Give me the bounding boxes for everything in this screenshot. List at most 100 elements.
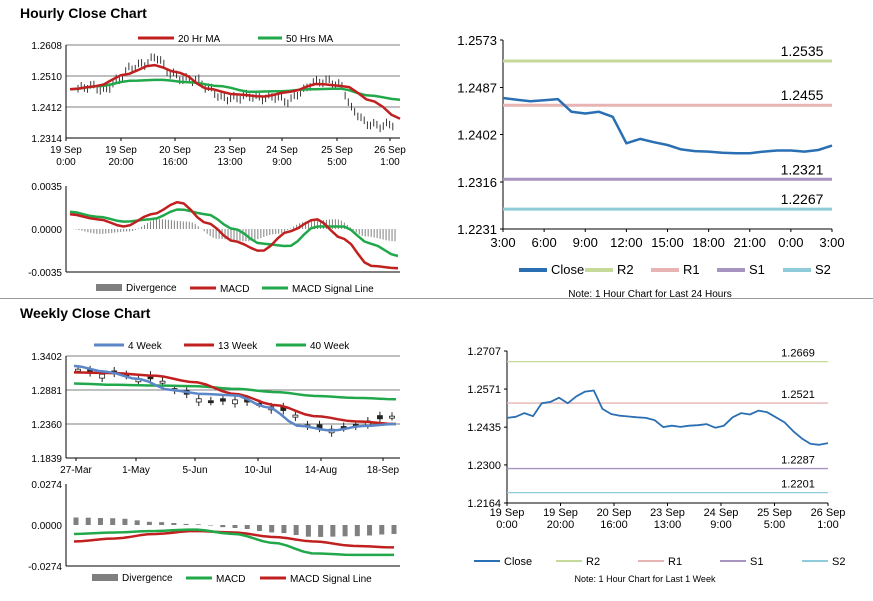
hourly-1w-xtick: 23 Sep 13:00 xyxy=(650,507,685,531)
weekly-divergence-bar xyxy=(305,525,311,537)
weekly-legend-divergence-swatch xyxy=(92,574,118,581)
weekly-divergence-bar xyxy=(354,525,360,537)
hourly-1w-ytick: 1.2571 xyxy=(467,384,501,396)
hourly-1w-level-label-s2: 1.2201 xyxy=(781,479,815,491)
weekly-divergence-bar xyxy=(122,518,128,525)
hourly-price-ytick: 1.2412 xyxy=(31,103,62,114)
weekly-candle xyxy=(292,414,299,418)
hourly-1w-level-label-r2: 1.2669 xyxy=(781,348,815,360)
weekly-divergence-bar xyxy=(256,525,262,532)
legend-macd-label: MACD xyxy=(220,284,249,295)
weekly-divergence-bar xyxy=(281,525,287,534)
hourly-24h-close-line xyxy=(502,96,833,155)
weekly-candle xyxy=(220,398,226,402)
hourly-macd-signal-line xyxy=(69,208,399,258)
hourly-macd-ytick: 0.0000 xyxy=(31,225,62,236)
weekly-divergence-bar xyxy=(171,523,177,525)
weekly-candle xyxy=(99,373,106,379)
weekly-divergence-bar xyxy=(146,521,152,525)
hourly-24h-ytick: 1.2487 xyxy=(457,81,497,96)
weekly-legend-macd-label: MACD xyxy=(216,574,245,585)
hourly-24h-legend-s2-label: S2 xyxy=(815,262,831,277)
weekly-divergence-bar xyxy=(379,525,385,535)
weekly-candle xyxy=(232,399,238,405)
weekly-13-week-line xyxy=(73,371,397,426)
hourly-24h-xtick: 3:00 xyxy=(490,235,515,250)
weekly-price-ytick: 1.1839 xyxy=(31,454,62,465)
weekly-macd-ytick: -0.0274 xyxy=(28,562,62,573)
weekly-macd-ytick: 0.0274 xyxy=(31,480,62,491)
hourly-1w-xtick: 19 Sep 0:00 xyxy=(490,507,525,531)
weekly-candle xyxy=(75,368,81,372)
legend-20hr-ma-label: 20 Hr MA xyxy=(178,34,221,45)
hourly-24h-level-label-s2: 1.2267 xyxy=(781,191,824,207)
hourly-24h-xtick: 9:00 xyxy=(573,235,598,250)
hourly-24h-note: Note: 1 Hour Chart for Last 24 Hours xyxy=(568,289,731,300)
weekly-divergence-bar xyxy=(183,523,189,525)
hourly-price-ytick: 1.2510 xyxy=(31,72,62,83)
legend-divergence-label: Divergence xyxy=(126,283,177,294)
hourly-price-ytick: 1.2314 xyxy=(31,134,62,145)
weekly-candle xyxy=(377,415,383,420)
hourly-macd-line xyxy=(69,200,399,270)
legend-50hrs-ma-label: 50 Hrs MA xyxy=(286,34,334,45)
hourly-section-title: Hourly Close Chart xyxy=(20,5,147,21)
hourly-24h-legend-close-label: Close xyxy=(551,262,584,277)
weekly-divergence-bar xyxy=(367,525,373,536)
hourly-24h-xtick: 18:00 xyxy=(692,235,725,250)
weekly-divergence-bar xyxy=(73,517,79,525)
hourly-macd-ytick: -0.0035 xyxy=(28,268,62,279)
weekly-divergence-bar xyxy=(269,525,275,533)
hourly-24h-level-label-s1: 1.2321 xyxy=(781,161,824,177)
hourly-24h-xtick: 15:00 xyxy=(651,235,684,250)
hourly-24h-ytick: 1.2573 xyxy=(457,33,497,48)
weekly-divergence-bar xyxy=(318,525,324,537)
hourly-24h-ytick: 1.2402 xyxy=(457,128,497,143)
hourly-24h-level-label-r2: 1.2535 xyxy=(781,43,824,59)
hourly-price-xtick: 26 Sep 1:00 xyxy=(374,145,406,168)
weekly-4-week-line xyxy=(73,364,397,432)
hourly-1w-level-label-s1: 1.2287 xyxy=(781,455,815,467)
weekly-price-ytick: 1.2360 xyxy=(31,420,62,431)
weekly-40-week-line xyxy=(73,382,397,401)
hourly-1w-xtick: 25 Sep 5:00 xyxy=(757,507,792,531)
weekly-section-title: Weekly Close Chart xyxy=(20,305,151,321)
weekly-divergence-bar xyxy=(342,525,348,537)
weekly-candle xyxy=(207,400,214,404)
legend-13-week-label: 13 Week xyxy=(218,341,258,352)
weekly-legend-macd-signal-label: MACD Signal Line xyxy=(290,574,372,585)
hourly-24h-legend-r2-label: R2 xyxy=(617,262,634,277)
hourly-1w-xtick: 24 Sep 9:00 xyxy=(704,507,739,531)
hourly-24h-xtick: 21:00 xyxy=(733,235,766,250)
hourly-24h-xtick: 12:00 xyxy=(610,235,643,250)
weekly-divergence-bar xyxy=(134,520,140,525)
hourly-50hr-ma-line xyxy=(69,78,401,101)
weekly-divergence-bar xyxy=(330,525,336,537)
weekly-divergence-bar xyxy=(244,525,250,530)
hourly-24h-xtick: 0:00 xyxy=(778,235,803,250)
weekly-price-xtick: 10-Jul xyxy=(244,465,271,476)
hourly-24h-ytick: 1.2316 xyxy=(457,175,497,190)
weekly-macd-signal-line xyxy=(73,529,395,549)
weekly-divergence-bar xyxy=(195,524,201,525)
hourly-24h-level-label-r1: 1.2455 xyxy=(781,87,824,103)
hourly-price-xtick: 19 Sep 0:00 xyxy=(50,145,82,168)
hourly-1w-xtick: 19 Sep 20:00 xyxy=(543,507,578,531)
hourly-1w-note: Note: 1 Hour Chart for Last 1 Week xyxy=(575,574,716,584)
hourly-1w-ytick: 1.2707 xyxy=(467,346,501,358)
weekly-price-ytick: 1.3402 xyxy=(31,352,62,363)
hourly-1w-xtick: 20 Sep 16:00 xyxy=(597,507,632,531)
weekly-price-xtick: 27-Mar xyxy=(60,465,92,476)
hourly-price-xtick: 19 Sep 20:00 xyxy=(105,145,137,168)
weekly-legend-divergence-label: Divergence xyxy=(122,573,173,584)
hourly-1w-xtick: 26 Sep 1:00 xyxy=(811,507,846,531)
hourly-1w-legend-s2-label: S2 xyxy=(832,556,845,568)
weekly-divergence-bar xyxy=(391,525,397,534)
weekly-price-xtick: 18-Sep xyxy=(367,465,400,476)
hourly-24h-legend-s1-label: S1 xyxy=(749,262,765,277)
weekly-divergence-bar xyxy=(220,525,226,528)
section-divider xyxy=(0,298,873,299)
hourly-1w-close-line xyxy=(506,389,829,446)
weekly-candle xyxy=(389,415,395,419)
